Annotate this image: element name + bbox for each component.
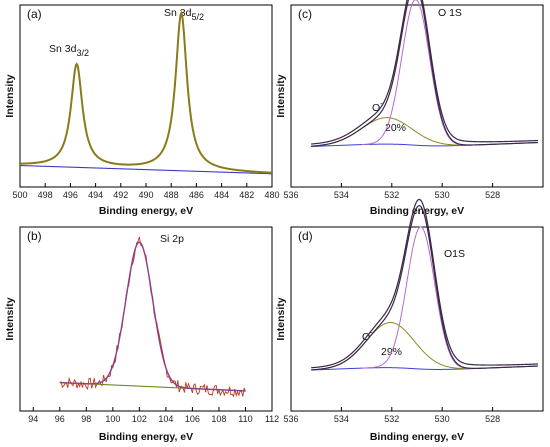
x-tick-label: 534 <box>334 414 349 424</box>
fit-envelope-line <box>311 205 538 371</box>
x-tick-label: 530 <box>435 414 450 424</box>
lattice-oxygen-component <box>361 226 478 369</box>
x-tick-label: 112 <box>265 414 279 424</box>
background-line <box>19 164 273 175</box>
defect-label: O- <box>372 99 383 114</box>
x-tick-label: 482 <box>239 190 254 200</box>
x-tick-label: 532 <box>384 190 399 200</box>
si2p-fit-line <box>59 241 246 392</box>
y-axis-label: Intensity <box>275 297 287 340</box>
x-tick-label: 486 <box>189 190 204 200</box>
sn3d-spectrum-line <box>19 10 273 174</box>
raw-spectrum-line <box>311 198 538 369</box>
x-tick-label: 492 <box>113 190 128 200</box>
peak-label-sn3d52: Sn 3d5/2 <box>164 7 204 22</box>
defect-percent: 20% <box>385 122 406 134</box>
si2p-raw-data <box>59 236 246 398</box>
peak-label-sn3d32: Sn 3d3/2 <box>49 43 89 58</box>
x-tick-label: 106 <box>185 414 200 424</box>
x-tick-label: 498 <box>38 190 53 200</box>
x-tick-label: 528 <box>485 190 500 200</box>
fit-envelope-line <box>311 0 538 147</box>
y-axis-label: Intensity <box>4 297 16 340</box>
y-axis-label: Intensity <box>275 74 287 117</box>
x-tick-label: 480 <box>264 190 279 200</box>
x-tick-label: 102 <box>132 414 147 424</box>
x-tick-label: 530 <box>435 190 450 200</box>
panel-a: (a) Intensity Binding energy, eV Sn 3d3/… <box>4 4 280 217</box>
panel-label: (c) <box>298 7 312 21</box>
x-tick-label: 536 <box>283 190 298 200</box>
x-tick-label: 536 <box>283 414 298 424</box>
plot-frame <box>19 226 273 412</box>
x-tick-label: 490 <box>138 190 153 200</box>
x-tick-label: 488 <box>164 190 179 200</box>
peak-label-si2p: Si 2p <box>160 233 184 245</box>
panel-d: (d) Intensity Binding energy, eV O1S O- … <box>275 198 544 443</box>
peak-label-o1s: O1S <box>444 248 465 260</box>
y-axis-label: Intensity <box>4 74 16 117</box>
x-axis-label: Binding energy, eV <box>99 205 193 217</box>
x-axis-label: Binding energy, eV <box>370 431 464 443</box>
x-tick-label: 100 <box>105 414 120 424</box>
x-tick-label: 98 <box>81 414 91 424</box>
lattice-oxygen-component <box>361 0 478 146</box>
x-tick-label: 484 <box>214 190 229 200</box>
panel-label: (a) <box>27 7 42 21</box>
x-tick-label: 110 <box>238 414 252 424</box>
background-line <box>311 142 538 147</box>
x-tick-label: 108 <box>211 414 226 424</box>
plot-frame <box>290 226 544 412</box>
background-line <box>311 365 538 371</box>
panel-c: (c) Intensity Binding energy, eV O 1S O-… <box>275 0 544 217</box>
plot-frame <box>290 4 544 188</box>
x-tick-label: 494 <box>88 190 103 200</box>
x-axis-label: Binding energy, eV <box>99 431 193 443</box>
x-tick-label: 532 <box>384 414 399 424</box>
peak-label-o1s: O 1S <box>438 7 462 19</box>
x-tick-label: 94 <box>28 414 38 424</box>
panel-label: (d) <box>298 229 313 243</box>
raw-spectrum-line <box>311 0 538 145</box>
x-tick-label: 528 <box>485 414 500 424</box>
x-tick-label: 496 <box>63 190 78 200</box>
x-tick-label: 104 <box>158 414 173 424</box>
panel-label: (b) <box>27 229 42 243</box>
x-tick-label: 534 <box>334 190 349 200</box>
panel-b: (b) Intensity Binding energy, eV Si 2p 9… <box>4 226 279 443</box>
x-axis-label: Binding energy, eV <box>370 205 464 217</box>
plot-frame <box>19 4 273 188</box>
x-tick-label: 96 <box>55 414 65 424</box>
x-tick-label: 500 <box>12 190 27 200</box>
